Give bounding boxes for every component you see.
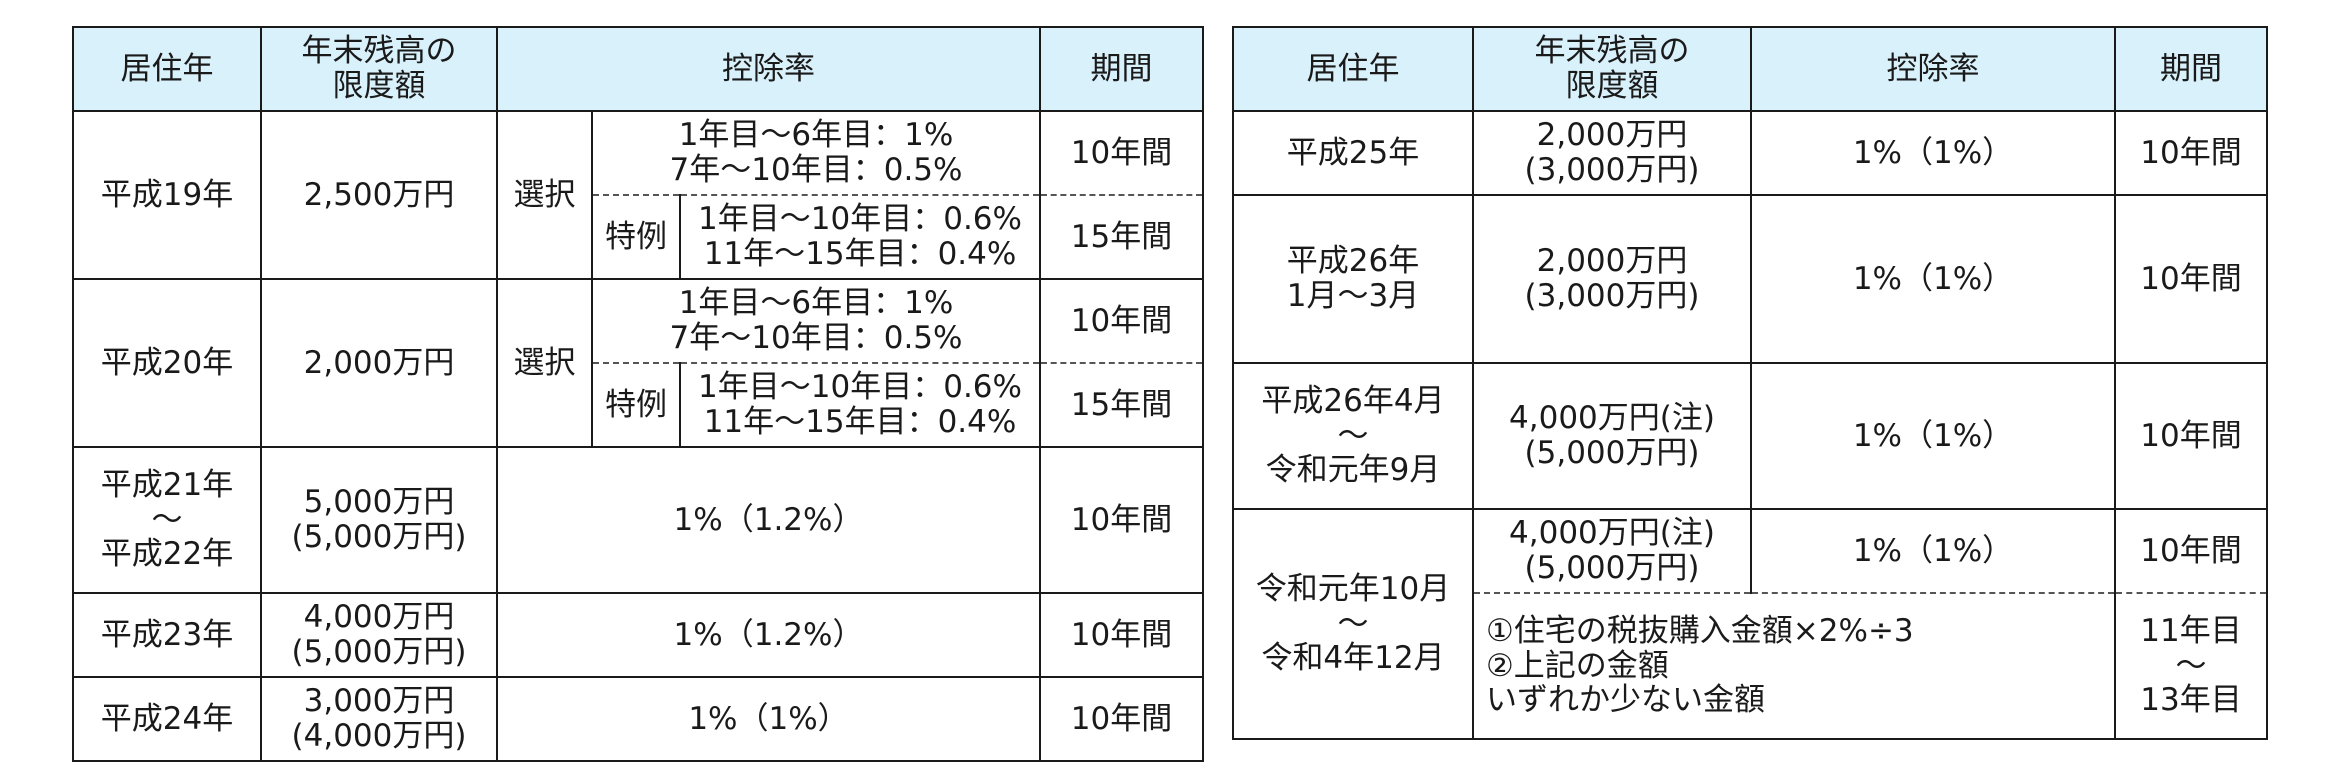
table-row: 平成19年 2,500万円 選択 1年目～6年目：1% 7年～10年目：0.5%… xyxy=(72,110,1205,280)
limit-cell: 2,000万円 xyxy=(260,278,498,448)
table-row: 特例 1年目～10年目：0.6% 11年～15年目：0.4% 15年間 xyxy=(73,362,1205,448)
rate-cell: 1%（1%） xyxy=(1750,508,2116,594)
table-row: 平成26年4月 ～ 令和元年9月 4,000万円(注) (5,000万円) 1%… xyxy=(1232,362,2268,510)
table-row: 平成21年 ～ 平成22年 5,000万円 (5,000万円) 1%（1.2%）… xyxy=(72,446,1205,594)
rate-special-cell: 1年目～10年目：0.6% 11年～15年目：0.4% xyxy=(678,362,1042,448)
period-cell: 15年間 xyxy=(1039,194,1205,280)
table-row: 平成20年 2,000万円 選択 1年目～6年目：1% 7年～10年目：0.5%… xyxy=(72,278,1205,448)
period-cell: 10年間 xyxy=(1039,278,1205,364)
period-cell: 15年間 xyxy=(1039,362,1205,448)
rate-normal-cell: 1年目～6年目：1% 7年～10年目：0.5% xyxy=(590,110,1042,196)
period-cell: 10年間 xyxy=(1039,446,1205,594)
period-cell: 10年間 xyxy=(2114,110,2268,196)
header-year: 居住年 xyxy=(72,26,262,112)
period-cell: 10年間 xyxy=(2114,508,2268,594)
year-cell: 平成26年4月 ～ 令和元年9月 xyxy=(1232,362,1474,510)
limit-cell: 5,000万円 (5,000万円) xyxy=(260,446,498,594)
period-cell: 11年目 ～ 13年目 xyxy=(2114,592,2268,740)
special-label: 特例 xyxy=(591,362,681,448)
rate-cell: 1%（1%） xyxy=(495,676,1042,762)
table-row: 令和元年10月 ～ 令和4年12月 4,000万円(注) (5,000万円) 1… xyxy=(1232,508,2268,740)
table-row: 平成26年 1月～3月 2,000万円 (3,000万円) 1%（1%） 10年… xyxy=(1232,194,2268,364)
table-row: 特例 1年目～10年目：0.6% 11年～15年目：0.4% 15年間 xyxy=(73,194,1205,280)
year-cell: 平成25年 xyxy=(1232,110,1474,196)
header-rate: 控除率 xyxy=(1750,26,2116,112)
rate-cell: 1%（1.2%） xyxy=(495,592,1042,678)
year-cell: 令和元年10月 ～ 令和4年12月 xyxy=(1232,508,1474,740)
limit-cell: 4,000万円(注) (5,000万円) xyxy=(1472,362,1752,510)
rate-special-cell: 1年目～10年目：0.6% 11年～15年目：0.4% xyxy=(678,194,1042,280)
period-cell: 10年間 xyxy=(1039,110,1205,196)
table-row: 平成23年 4,000万円 (5,000万円) 1%（1.2%） 10年間 xyxy=(72,592,1205,678)
period-cell: 10年間 xyxy=(2114,194,2268,364)
period-cell: 10年間 xyxy=(1039,676,1205,762)
header-year: 居住年 xyxy=(1232,26,1474,112)
year-cell: 平成19年 xyxy=(72,110,262,280)
header-limit: 年末残高の 限度額 xyxy=(260,26,498,112)
select-label: 選択 xyxy=(496,110,593,280)
right-deduction-table: 居住年 年末残高の 限度額 控除率 期間 平成25年 2,000万円 (3,00… xyxy=(1232,26,2268,740)
period-cell: 10年間 xyxy=(2114,362,2268,510)
rate-cell: 1%（1.2%） xyxy=(495,446,1042,594)
table-row: ①住宅の税抜購入金額×2%÷3 ②上記の金額 いずれか少ない金額 11年目 ～ … xyxy=(1233,592,2268,740)
table-row: 平成24年 3,000万円 (4,000万円) 1%（1%） 10年間 xyxy=(72,676,1205,762)
limit-cell: 2,000万円 (3,000万円) xyxy=(1472,194,1752,364)
limit-cell: 4,000万円(注) (5,000万円) xyxy=(1472,508,1752,594)
rate-cell: 1%（1%） xyxy=(1750,194,2116,364)
rate-cell: 1%（1%） xyxy=(1750,362,2116,510)
year-cell: 平成23年 xyxy=(72,592,262,678)
limit-cell: 3,000万円 (4,000万円) xyxy=(260,676,498,762)
period-cell: 10年間 xyxy=(1039,592,1205,678)
year-cell: 平成26年 1月～3月 xyxy=(1232,194,1474,364)
header-row: 居住年 年末残高の 限度額 控除率 期間 xyxy=(72,26,1205,112)
year-cell: 平成24年 xyxy=(72,676,262,762)
header-period: 期間 xyxy=(2114,26,2268,112)
special-label: 特例 xyxy=(591,194,681,280)
limit-cell: 4,000万円 (5,000万円) xyxy=(260,592,498,678)
header-period: 期間 xyxy=(1039,26,1205,112)
year-cell: 平成20年 xyxy=(72,278,262,448)
limit-cell: 2,500万円 xyxy=(260,110,498,280)
header-row: 居住年 年末残高の 限度額 控除率 期間 xyxy=(1232,26,2268,112)
extra-rate-note: ①住宅の税抜購入金額×2%÷3 ②上記の金額 いずれか少ない金額 xyxy=(1472,592,2116,740)
rate-normal-cell: 1年目～6年目：1% 7年～10年目：0.5% xyxy=(590,278,1042,364)
select-label: 選択 xyxy=(496,278,593,448)
limit-cell: 2,000万円 (3,000万円) xyxy=(1472,110,1752,196)
year-cell: 平成21年 ～ 平成22年 xyxy=(72,446,262,594)
table-row: 平成25年 2,000万円 (3,000万円) 1%（1%） 10年間 xyxy=(1232,110,2268,196)
rate-cell: 1%（1%） xyxy=(1750,110,2116,196)
left-deduction-table: 居住年 年末残高の 限度額 控除率 期間 平成19年 2,500万円 選択 1年… xyxy=(72,26,1205,762)
header-rate: 控除率 xyxy=(495,26,1042,112)
header-limit: 年末残高の 限度額 xyxy=(1472,26,1752,112)
